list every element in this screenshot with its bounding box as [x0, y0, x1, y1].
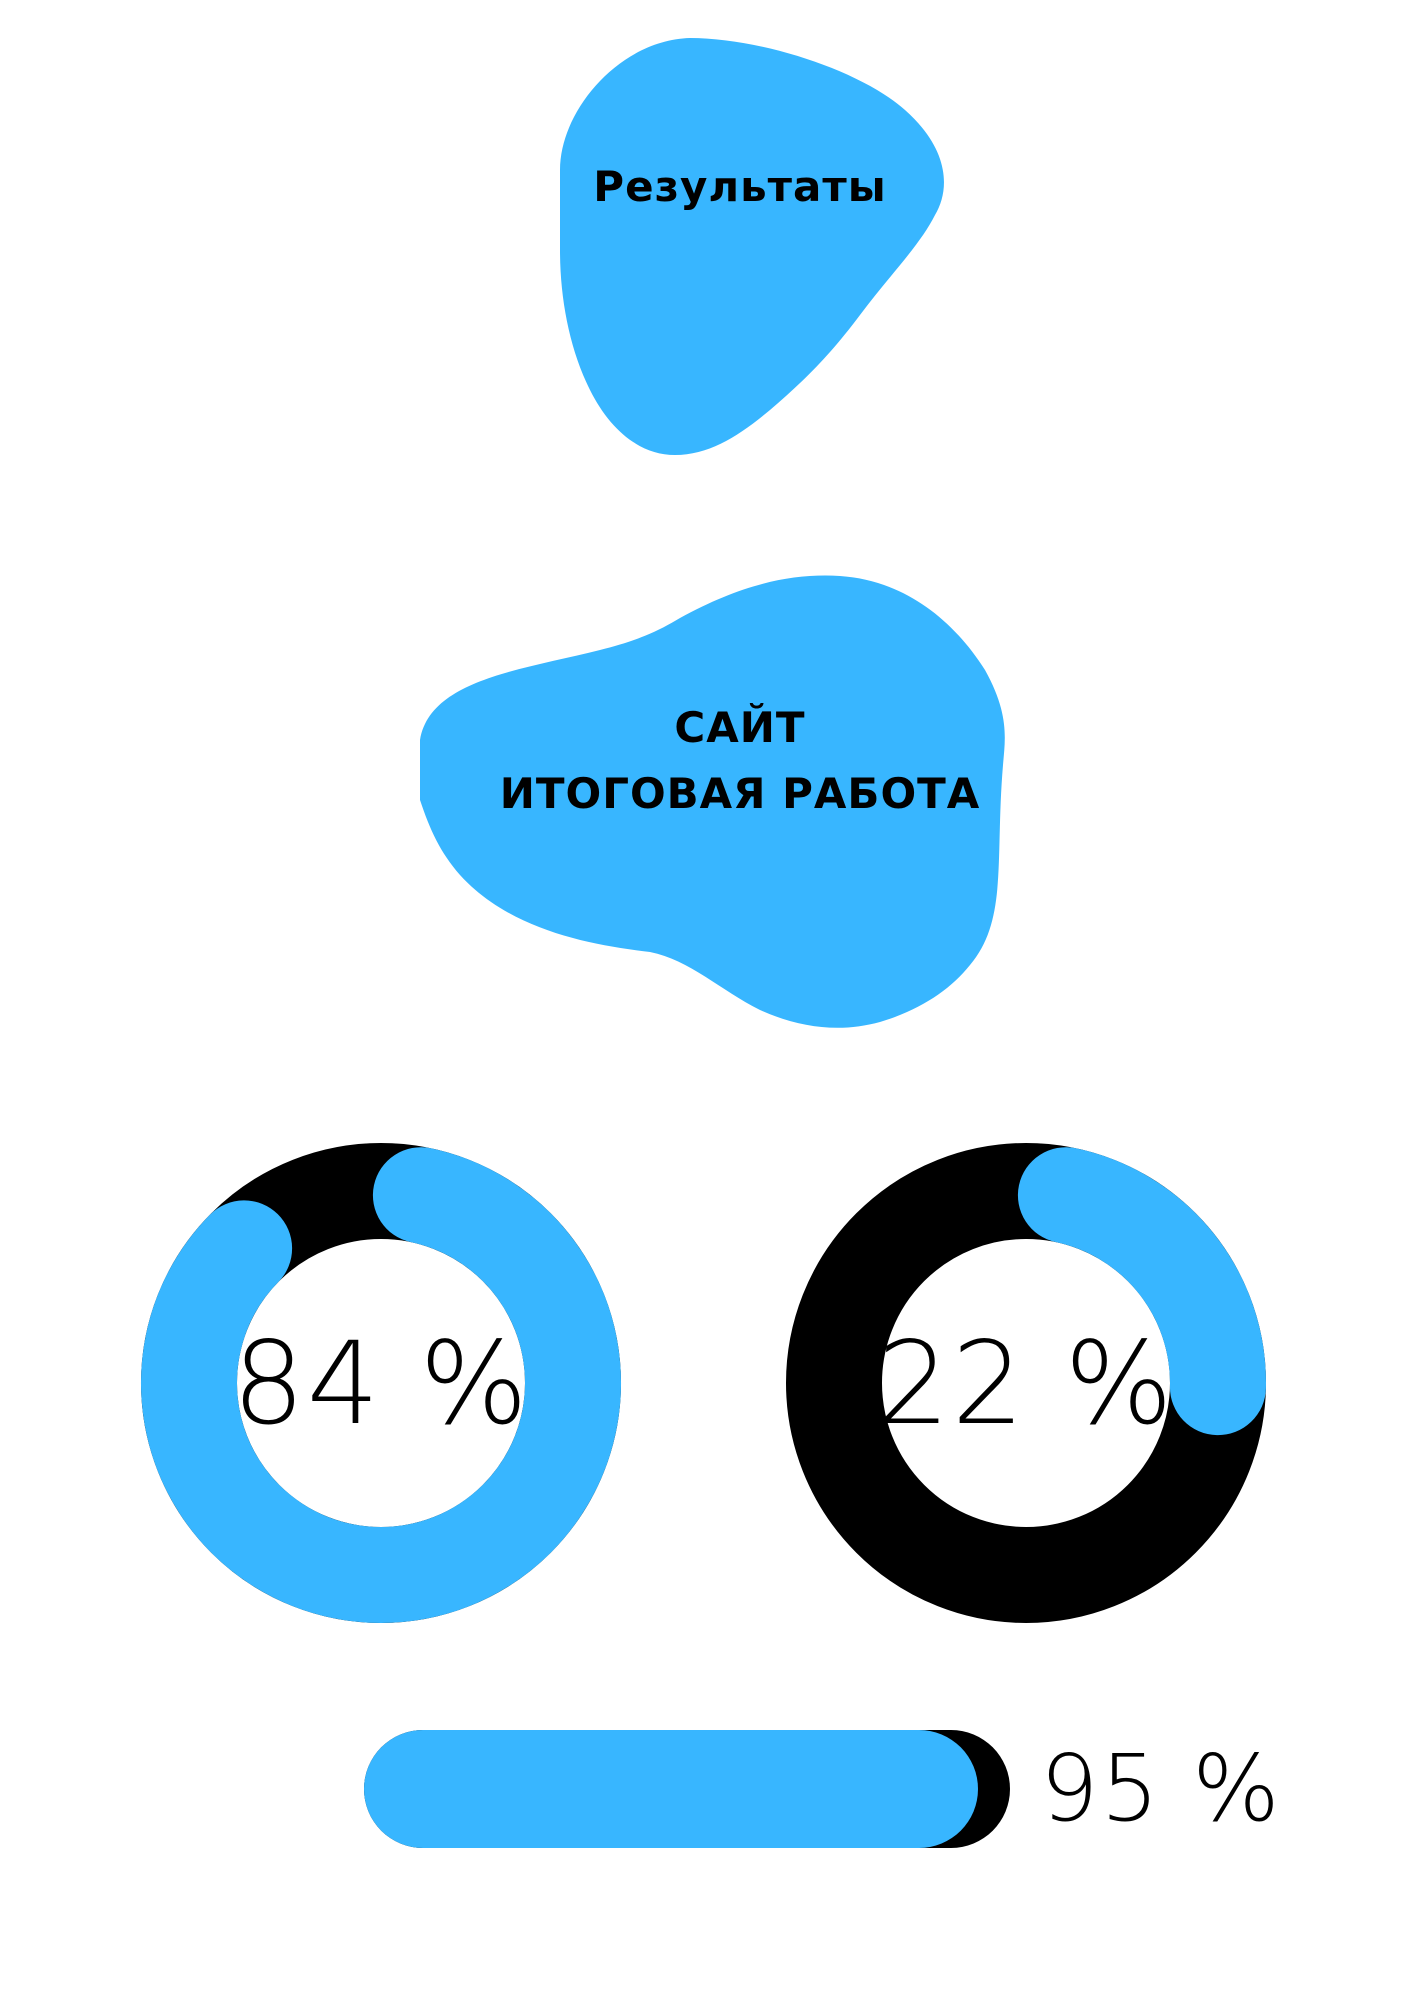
- site-title: САЙТ ИТОГОВАЯ РАБОТА: [400, 695, 1080, 827]
- progress-bar-fill: [364, 1730, 978, 1848]
- site-title-line-1: САЙТ: [674, 703, 806, 752]
- progress-ring-84: 84 %: [131, 1133, 631, 1633]
- progress-bar-value: 95 %: [1040, 1735, 1282, 1842]
- results-blob: [560, 38, 944, 455]
- ring-1-svg: [141, 1142, 621, 1623]
- ring-1-value: 84 %: [232, 1316, 530, 1450]
- ring-2-value: 22 %: [877, 1316, 1175, 1450]
- progress-ring-22: 22 %: [776, 1133, 1276, 1633]
- ring-1-fill: [141, 1142, 621, 1623]
- ring-2-fill: [786, 1142, 1266, 1623]
- results-heading: Результаты: [593, 162, 887, 211]
- ring-2-svg: [786, 1142, 1266, 1623]
- site-title-line-2: ИТОГОВАЯ РАБОТА: [499, 769, 981, 818]
- progress-bar-95: [364, 1730, 1010, 1848]
